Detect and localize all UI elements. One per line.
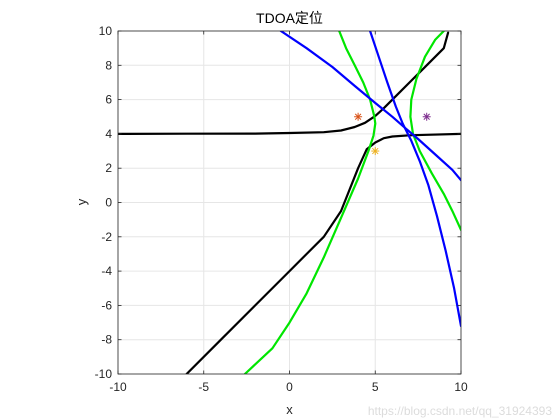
y-axis-title: y xyxy=(74,198,89,205)
y-tick-label: -6 xyxy=(101,298,112,312)
ticks: -10 -5 0 5 10 -10 -8 -6 -4 -2 0 2 4 6 8 10 xyxy=(95,24,468,394)
y-tick-label: 2 xyxy=(105,161,112,175)
y-tick-label: 10 xyxy=(99,24,113,38)
chart-title: TDOA定位 xyxy=(256,10,323,26)
anchor-marker-1 xyxy=(354,112,363,121)
y-tick-label: 4 xyxy=(105,127,112,141)
y-tick-label: 8 xyxy=(105,58,112,72)
series-line-1 xyxy=(118,31,450,135)
anchor-marker-3 xyxy=(371,147,380,156)
series-line-5 xyxy=(279,31,461,182)
x-tick-label: 10 xyxy=(454,380,468,394)
y-tick-label: -4 xyxy=(101,264,112,278)
x-tick-label: -5 xyxy=(198,380,209,394)
marker-layer xyxy=(354,112,431,156)
x-axis-title: x xyxy=(286,402,293,417)
watermark: https://blog.csdn.net/qq_31924393 xyxy=(367,404,552,418)
y-tick-label: 0 xyxy=(105,196,112,210)
series-layer xyxy=(118,31,461,374)
grid xyxy=(117,30,462,375)
y-tick-label: 6 xyxy=(105,93,112,107)
y-tick-label: -10 xyxy=(95,367,113,381)
y-tick-label: -8 xyxy=(101,333,112,347)
x-tick-label: -10 xyxy=(109,380,127,394)
series-line-2 xyxy=(185,132,461,374)
x-tick-label: 5 xyxy=(372,380,379,394)
series-line-3 xyxy=(243,31,377,374)
x-tick-label: 0 xyxy=(286,380,293,394)
anchor-marker-2 xyxy=(422,112,431,121)
y-tick-label: -2 xyxy=(101,230,112,244)
series-line-6 xyxy=(369,31,461,328)
series-line-4 xyxy=(409,31,461,231)
